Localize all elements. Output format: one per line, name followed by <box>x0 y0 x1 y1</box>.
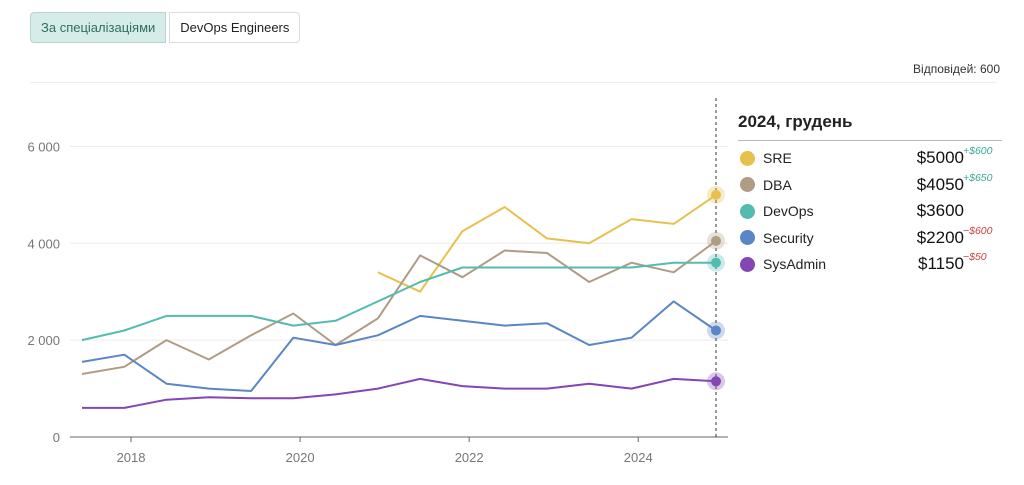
marker-dba <box>711 235 721 246</box>
series-line-dba <box>81 240 717 375</box>
legend-name: SRE <box>763 150 792 167</box>
legend-value: $1150 <box>917 254 964 274</box>
marker-sysadmin <box>711 376 721 387</box>
legend-delta: +$600 <box>963 145 993 157</box>
legend-delta: +$650 <box>963 171 993 184</box>
legend-name: DBA <box>763 176 792 193</box>
series-line-sysadmin <box>82 377 717 409</box>
legend-dot <box>740 150 755 166</box>
specialization-tabs: За спеціалізаціями DevOps Engineers <box>30 12 301 43</box>
legend-delta: −$50 <box>963 251 987 263</box>
y-tick-label: 2 000 <box>27 333 60 348</box>
legend-name: Security <box>763 229 814 246</box>
x-tick-label: 2024 <box>624 450 653 465</box>
x-tick-label: 2020 <box>286 450 315 465</box>
legend-panel: 2024, грудень SRE $5000 +$600 DBA $4050 +$650… <box>738 112 1002 278</box>
x-tick-label: 2018 <box>117 450 146 465</box>
legend-dot <box>740 256 755 272</box>
legend-dot <box>740 203 755 219</box>
y-tick-label: 0 <box>53 430 60 445</box>
legend-item-dba: DBA $4050 +$650 <box>738 172 1002 199</box>
marker-devops <box>711 257 721 268</box>
header-divider <box>30 82 996 83</box>
series-line-sre <box>377 194 717 293</box>
legend-item-devops: DevOps $3600 <box>738 198 1002 225</box>
legend-value: $5000 <box>916 148 964 168</box>
legend-dot <box>740 177 755 193</box>
y-tick-label: 4 000 <box>27 236 60 251</box>
legend-delta: −$600 <box>963 224 993 237</box>
marker-sre <box>711 189 721 200</box>
x-tick-label: 2022 <box>455 450 484 465</box>
y-tick-label: 6 000 <box>27 139 60 154</box>
legend-value: $4050 <box>916 174 964 194</box>
legend-name: SysAdmin <box>763 256 827 273</box>
legend-name: DevOps <box>763 203 814 220</box>
series-line-security <box>81 300 717 392</box>
legend-value: $2200 <box>916 227 964 247</box>
legend-item-sre: SRE $5000 +$600 <box>738 145 1002 172</box>
responses-count: Відповідей: 600 <box>913 62 1000 76</box>
tab-by-specialization[interactable]: За спеціалізаціями <box>30 12 167 43</box>
series-line-devops <box>81 261 716 342</box>
marker-security <box>711 325 721 336</box>
legend-item-security: Security $2200 −$600 <box>738 225 1002 252</box>
legend-value: $3600 <box>916 201 964 221</box>
legend-item-sysadmin: SysAdmin $1150 −$50 <box>738 251 1002 278</box>
legend-title: 2024, грудень <box>738 112 1002 141</box>
tab-devops-engineers[interactable]: DevOps Engineers <box>169 12 301 43</box>
legend-dot <box>740 230 755 246</box>
